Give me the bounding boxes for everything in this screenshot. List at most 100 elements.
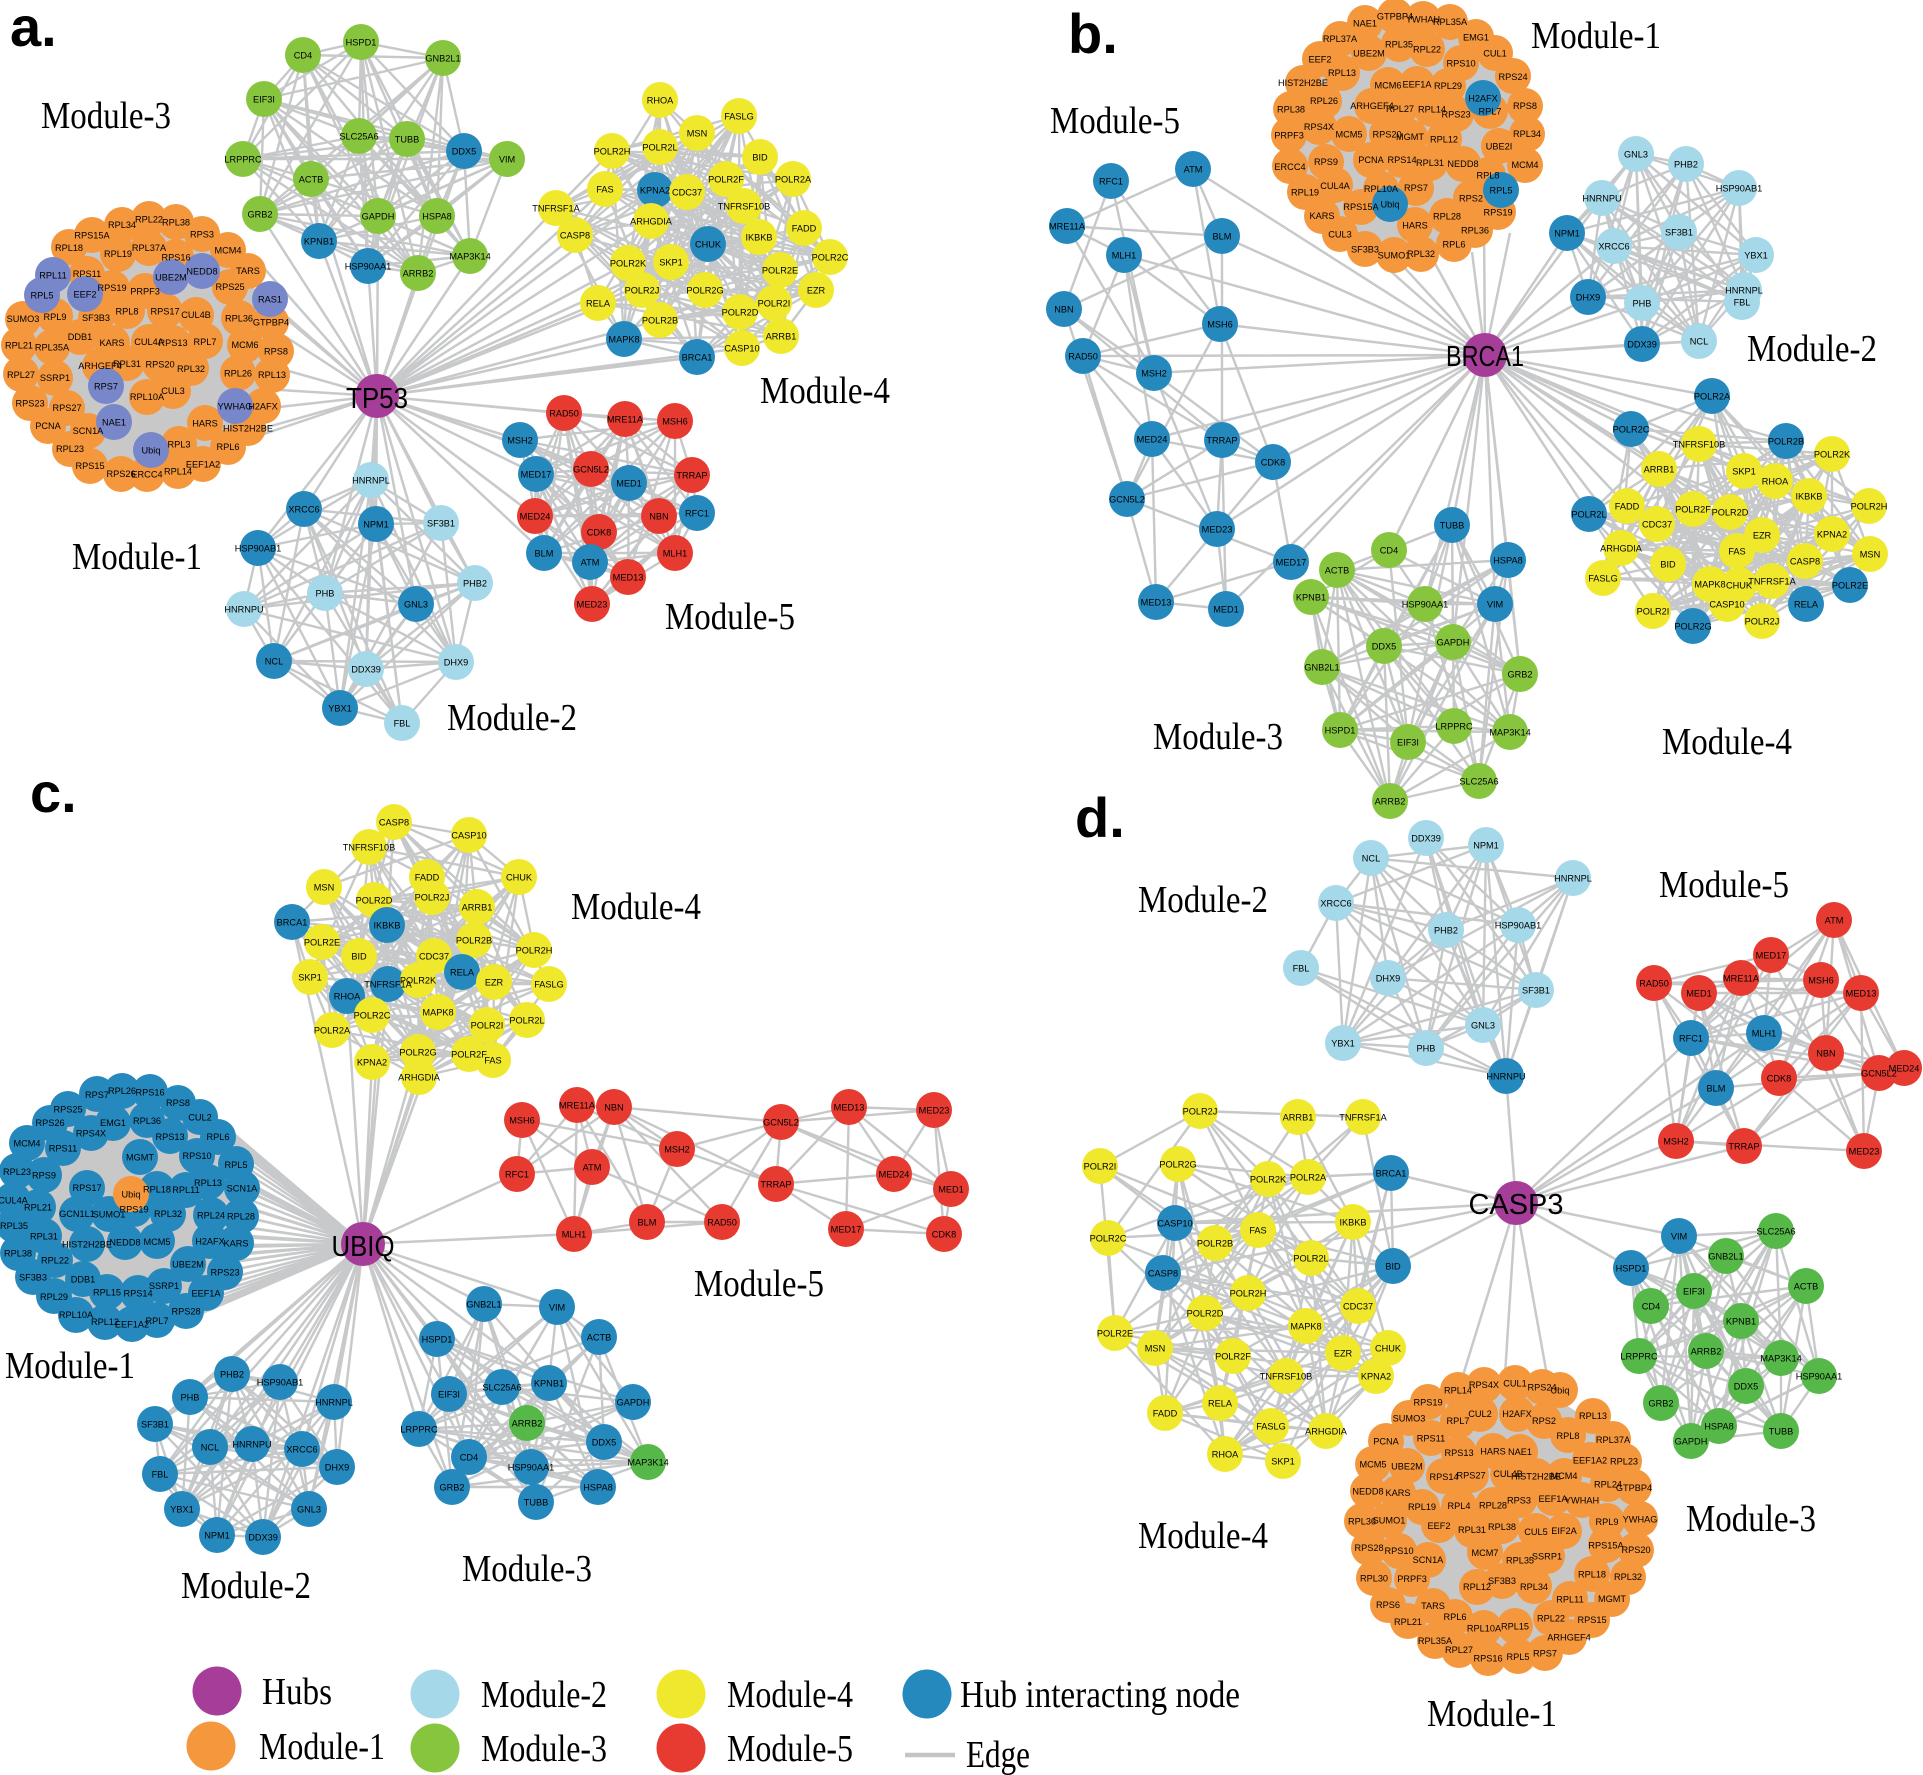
svg-text:MED1: MED1 xyxy=(1686,988,1712,998)
svg-text:MED17: MED17 xyxy=(1756,950,1787,960)
svg-text:CUL4A: CUL4A xyxy=(134,337,164,347)
svg-text:RPL35: RPL35 xyxy=(0,1221,28,1231)
svg-text:d.: d. xyxy=(1075,786,1125,849)
svg-text:RPL22: RPL22 xyxy=(41,1255,69,1265)
svg-text:RPL13: RPL13 xyxy=(1328,68,1356,78)
svg-text:RPL29: RPL29 xyxy=(40,1292,68,1302)
svg-text:IKBKB: IKBKB xyxy=(745,232,772,242)
svg-text:RPL9: RPL9 xyxy=(1596,1517,1619,1527)
svg-text:RPS26: RPS26 xyxy=(35,1118,64,1128)
svg-text:RPL11: RPL11 xyxy=(172,1185,199,1195)
svg-text:Module-5: Module-5 xyxy=(1050,100,1180,142)
svg-text:CUL1: CUL1 xyxy=(1483,49,1507,59)
svg-text:MGMT: MGMT xyxy=(126,1153,154,1163)
svg-text:RPL15: RPL15 xyxy=(93,1288,121,1298)
svg-text:EEF1A2: EEF1A2 xyxy=(1573,1456,1607,1466)
svg-text:MED23: MED23 xyxy=(1202,524,1233,534)
svg-text:MCM7: MCM7 xyxy=(1471,1548,1498,1558)
svg-text:HSPA8: HSPA8 xyxy=(1493,555,1522,565)
svg-text:POLR2F: POLR2F xyxy=(1675,504,1711,514)
svg-text:RPS17: RPS17 xyxy=(72,1183,101,1193)
svg-text:HNRNPL: HNRNPL xyxy=(1554,873,1592,883)
svg-text:POLR2F: POLR2F xyxy=(451,1049,487,1059)
svg-text:MSH2: MSH2 xyxy=(1663,1136,1689,1146)
svg-text:SUMO3: SUMO3 xyxy=(1393,1414,1426,1424)
svg-text:MAP3K14: MAP3K14 xyxy=(449,251,490,261)
svg-text:RPL24: RPL24 xyxy=(1594,1480,1622,1490)
svg-text:c.: c. xyxy=(30,761,77,824)
svg-text:RPL10A: RPL10A xyxy=(1467,1624,1502,1634)
svg-text:RPL32: RPL32 xyxy=(1407,249,1435,259)
svg-text:RPL21: RPL21 xyxy=(5,341,33,351)
svg-text:RPS14: RPS14 xyxy=(123,1289,152,1299)
svg-text:RPL13: RPL13 xyxy=(258,370,286,380)
svg-text:CUL5: CUL5 xyxy=(1524,1527,1548,1537)
svg-text:MCM5: MCM5 xyxy=(1359,1459,1386,1469)
svg-text:RPS25: RPS25 xyxy=(53,1105,82,1115)
svg-text:CUL4B: CUL4B xyxy=(1493,1469,1523,1479)
svg-text:Module-3: Module-3 xyxy=(481,1728,607,1770)
svg-text:SF3B3: SF3B3 xyxy=(1488,1576,1516,1586)
svg-text:RPL32: RPL32 xyxy=(154,1209,182,1219)
svg-text:RPL9: RPL9 xyxy=(44,312,67,322)
svg-text:RPS28: RPS28 xyxy=(171,1306,200,1316)
svg-text:RPL18: RPL18 xyxy=(55,243,83,253)
svg-text:EEF2: EEF2 xyxy=(74,289,97,299)
svg-text:ARHGEF4: ARHGEF4 xyxy=(1547,1633,1590,1643)
svg-text:TNFRSF10B: TNFRSF10B xyxy=(718,201,771,211)
svg-text:GTPBP4: GTPBP4 xyxy=(253,317,289,327)
svg-text:POLR2A: POLR2A xyxy=(1290,1172,1327,1182)
svg-text:RPS3: RPS3 xyxy=(190,230,214,240)
svg-text:GCN5L2: GCN5L2 xyxy=(573,464,609,474)
svg-text:BLM: BLM xyxy=(1707,1083,1726,1093)
svg-text:RPL5: RPL5 xyxy=(1490,185,1513,195)
svg-text:ARRB1: ARRB1 xyxy=(1644,464,1675,474)
svg-text:MAPK8: MAPK8 xyxy=(1694,579,1725,589)
svg-text:HSPA8: HSPA8 xyxy=(1704,1421,1733,1431)
svg-text:EMG1: EMG1 xyxy=(1463,33,1489,43)
svg-text:GAPDH: GAPDH xyxy=(1437,637,1470,647)
svg-text:GCN5L2: GCN5L2 xyxy=(763,1117,799,1127)
svg-text:GNL3: GNL3 xyxy=(297,1504,321,1514)
svg-text:LRPPRC: LRPPRC xyxy=(400,1424,438,1434)
svg-text:RPL22: RPL22 xyxy=(1537,1614,1565,1624)
svg-text:POLR2C: POLR2C xyxy=(812,252,849,262)
svg-text:CUL4A: CUL4A xyxy=(1320,181,1350,191)
svg-text:RPS19: RPS19 xyxy=(119,1205,148,1215)
svg-text:RPS7: RPS7 xyxy=(85,1090,109,1100)
svg-text:NEDD8: NEDD8 xyxy=(1447,159,1478,169)
svg-text:RFC1: RFC1 xyxy=(1679,1033,1703,1043)
svg-text:RPL12: RPL12 xyxy=(1463,1582,1491,1592)
svg-text:RPL13: RPL13 xyxy=(1579,1411,1607,1421)
svg-text:RPL19: RPL19 xyxy=(104,249,132,259)
svg-text:PCNA: PCNA xyxy=(1373,1436,1399,1446)
svg-text:Ubiq: Ubiq xyxy=(1381,199,1400,209)
svg-text:TNFRSF1A: TNFRSF1A xyxy=(364,979,412,989)
svg-text:RPL38: RPL38 xyxy=(1488,1522,1516,1532)
svg-text:FASLG: FASLG xyxy=(724,111,754,121)
svg-text:RPL37A: RPL37A xyxy=(1596,1435,1631,1445)
svg-text:RPL35: RPL35 xyxy=(1506,1555,1534,1565)
svg-text:FAS: FAS xyxy=(596,184,613,194)
svg-text:RPL35A: RPL35A xyxy=(35,342,70,352)
svg-text:GAPDH: GAPDH xyxy=(362,211,395,221)
svg-text:CASP10: CASP10 xyxy=(1709,599,1744,609)
svg-text:RPL27: RPL27 xyxy=(1445,1645,1473,1655)
svg-text:FBL: FBL xyxy=(152,1469,169,1479)
svg-text:RPL31: RPL31 xyxy=(1416,158,1444,168)
svg-text:LRPPRC: LRPPRC xyxy=(1620,1351,1658,1361)
svg-text:PRPF3: PRPF3 xyxy=(1397,1574,1427,1584)
svg-text:RPS24: RPS24 xyxy=(1527,1382,1556,1392)
svg-text:CASP10: CASP10 xyxy=(1157,1218,1192,1228)
svg-text:YBX1: YBX1 xyxy=(1744,250,1768,260)
svg-text:SKP1: SKP1 xyxy=(659,257,683,267)
svg-text:RPL34: RPL34 xyxy=(108,220,136,230)
svg-text:MGMT: MGMT xyxy=(1396,132,1424,142)
svg-text:RELA: RELA xyxy=(450,967,475,977)
svg-text:POLR2L: POLR2L xyxy=(642,142,677,152)
svg-text:HSP90AA1: HSP90AA1 xyxy=(1402,599,1448,609)
svg-text:RPL30: RPL30 xyxy=(1360,1574,1388,1584)
svg-text:SCN1A: SCN1A xyxy=(1413,1555,1445,1565)
svg-text:RPS19: RPS19 xyxy=(1483,208,1512,218)
svg-text:Module-5: Module-5 xyxy=(727,1728,853,1770)
